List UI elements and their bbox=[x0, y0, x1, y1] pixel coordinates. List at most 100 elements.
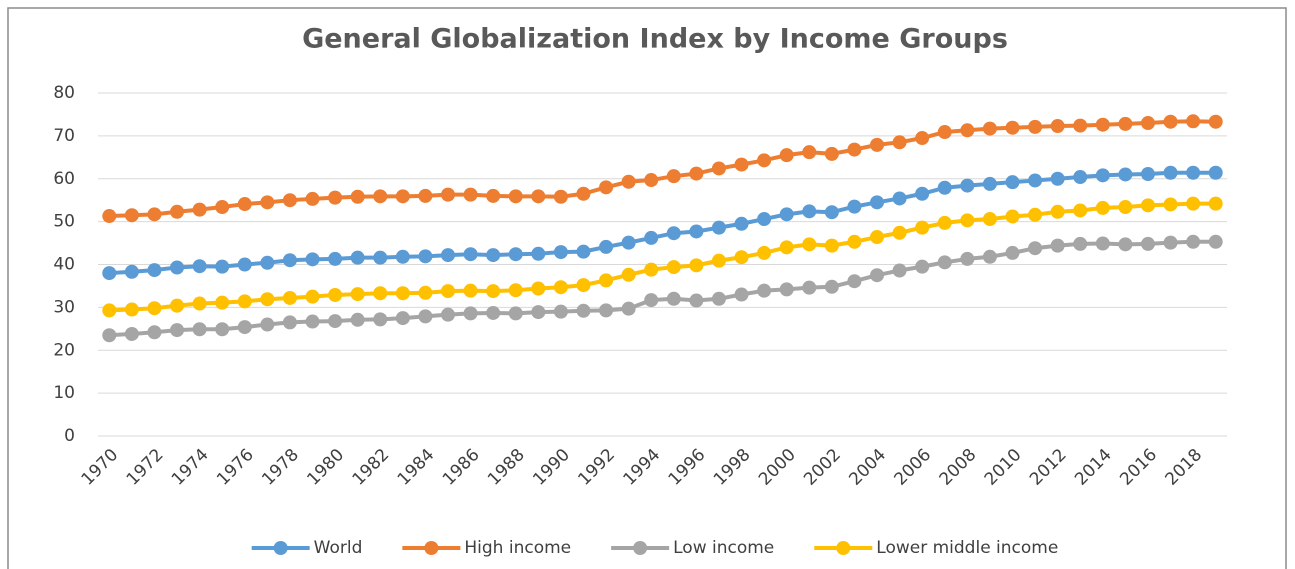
data-point bbox=[237, 197, 252, 212]
data-point bbox=[486, 188, 501, 203]
data-point bbox=[440, 284, 455, 299]
data-point bbox=[260, 255, 275, 270]
data-point bbox=[576, 244, 591, 259]
data-point bbox=[1163, 114, 1178, 129]
data-point bbox=[757, 283, 772, 298]
data-point bbox=[599, 273, 614, 288]
data-point bbox=[1005, 245, 1020, 260]
data-point bbox=[440, 248, 455, 263]
legend-label: World bbox=[314, 538, 363, 558]
data-point bbox=[870, 195, 885, 210]
data-point bbox=[892, 263, 907, 278]
data-point bbox=[1095, 236, 1110, 251]
data-point bbox=[1005, 209, 1020, 224]
data-point bbox=[847, 142, 862, 157]
data-point bbox=[508, 283, 523, 298]
data-point bbox=[1050, 119, 1065, 134]
data-point bbox=[711, 220, 726, 235]
data-point bbox=[395, 249, 410, 264]
data-point bbox=[440, 307, 455, 322]
data-point bbox=[599, 239, 614, 254]
data-point bbox=[1118, 200, 1133, 215]
data-point bbox=[644, 173, 659, 188]
data-point bbox=[1208, 114, 1223, 129]
data-point bbox=[395, 311, 410, 326]
data-point bbox=[870, 137, 885, 152]
data-point bbox=[373, 286, 388, 301]
data-point bbox=[937, 215, 952, 230]
data-point bbox=[1118, 167, 1133, 182]
data-point bbox=[689, 258, 704, 273]
data-point bbox=[892, 225, 907, 240]
data-point bbox=[1208, 234, 1223, 249]
data-point bbox=[1208, 165, 1223, 180]
data-point bbox=[666, 260, 681, 275]
data-point bbox=[418, 309, 433, 324]
data-point bbox=[847, 199, 862, 214]
chart-frame bbox=[7, 7, 1287, 569]
data-point bbox=[870, 230, 885, 245]
data-point bbox=[960, 251, 975, 266]
data-point bbox=[1050, 171, 1065, 186]
y-tick-label: 30 bbox=[53, 297, 75, 317]
data-point bbox=[418, 249, 433, 264]
data-point bbox=[1095, 200, 1110, 215]
data-point bbox=[779, 148, 794, 163]
data-point bbox=[644, 262, 659, 277]
data-point bbox=[779, 282, 794, 297]
data-point bbox=[711, 161, 726, 176]
data-point bbox=[757, 245, 772, 260]
data-point bbox=[757, 212, 772, 227]
data-point bbox=[373, 189, 388, 204]
data-point bbox=[305, 314, 320, 329]
y-tick-label: 20 bbox=[53, 340, 75, 360]
data-point bbox=[215, 200, 230, 215]
data-point bbox=[1163, 165, 1178, 180]
data-point bbox=[711, 291, 726, 306]
data-point bbox=[305, 289, 320, 304]
data-point bbox=[915, 259, 930, 274]
data-point bbox=[192, 202, 207, 217]
data-point bbox=[260, 195, 275, 210]
data-point bbox=[1140, 236, 1155, 251]
data-point bbox=[576, 303, 591, 318]
data-point bbox=[1005, 120, 1020, 135]
data-point bbox=[147, 301, 162, 316]
data-point bbox=[170, 298, 185, 313]
data-point bbox=[1140, 167, 1155, 182]
y-tick-label: 0 bbox=[64, 426, 75, 446]
data-point bbox=[1050, 204, 1065, 219]
data-point bbox=[870, 268, 885, 283]
data-point bbox=[124, 208, 139, 223]
legend-label: Low income bbox=[673, 538, 774, 558]
data-point bbox=[305, 252, 320, 267]
data-point bbox=[350, 312, 365, 327]
data-point bbox=[689, 166, 704, 181]
data-point bbox=[463, 306, 478, 321]
data-point bbox=[102, 209, 117, 224]
data-point bbox=[621, 267, 636, 282]
data-point bbox=[350, 287, 365, 302]
data-point bbox=[1118, 237, 1133, 252]
data-point bbox=[915, 220, 930, 235]
data-point bbox=[1208, 196, 1223, 211]
data-point bbox=[192, 296, 207, 311]
data-point bbox=[802, 237, 817, 252]
data-point bbox=[395, 286, 410, 301]
data-point bbox=[1140, 116, 1155, 131]
data-point bbox=[847, 274, 862, 289]
data-point bbox=[440, 187, 455, 202]
data-point bbox=[824, 279, 839, 294]
data-point bbox=[215, 295, 230, 310]
data-point bbox=[102, 303, 117, 318]
data-point bbox=[621, 235, 636, 250]
legend-label: High income bbox=[464, 538, 571, 558]
data-point bbox=[847, 234, 862, 249]
data-point bbox=[508, 306, 523, 321]
data-point bbox=[553, 304, 568, 319]
data-point bbox=[1028, 207, 1043, 222]
data-point bbox=[824, 205, 839, 220]
data-point bbox=[282, 253, 297, 268]
data-point bbox=[282, 290, 297, 305]
data-point bbox=[734, 250, 749, 265]
